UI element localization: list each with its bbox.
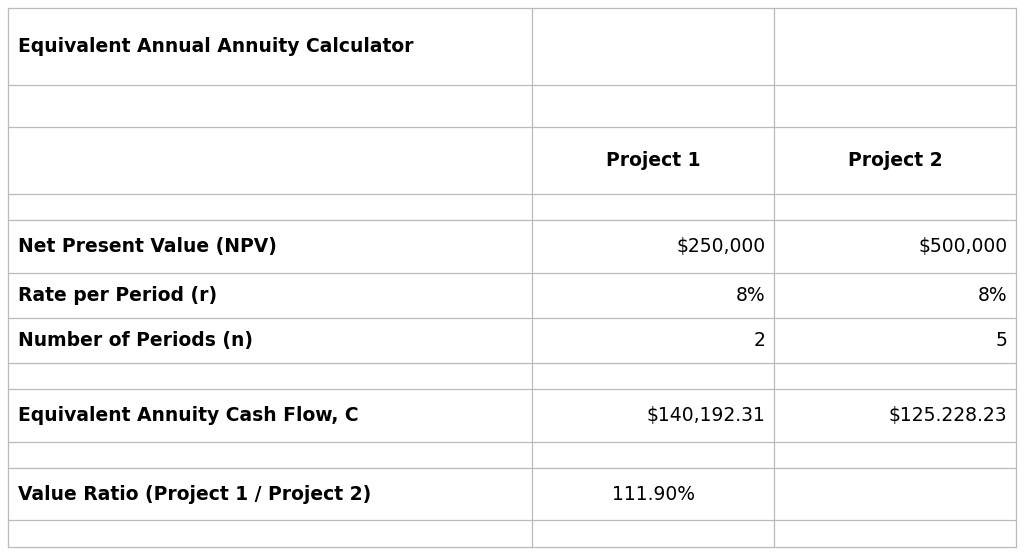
Text: Number of Periods (n): Number of Periods (n) [18,331,253,350]
Text: 5: 5 [995,331,1008,350]
Text: $125.228.23: $125.228.23 [889,406,1008,425]
Text: Rate per Period (r): Rate per Period (r) [18,286,217,305]
Text: 2: 2 [754,331,766,350]
Text: Net Present Value (NPV): Net Present Value (NPV) [18,237,278,256]
Text: 111.90%: 111.90% [611,485,694,504]
Text: $140,192.31: $140,192.31 [647,406,766,425]
Text: $250,000: $250,000 [677,237,766,256]
Text: Equivalent Annual Annuity Calculator: Equivalent Annual Annuity Calculator [18,37,414,56]
Text: Project 2: Project 2 [848,152,942,170]
Text: 8%: 8% [736,286,766,305]
Text: $500,000: $500,000 [919,237,1008,256]
Text: Equivalent Annuity Cash Flow, C: Equivalent Annuity Cash Flow, C [18,406,359,425]
Text: Value Ratio (Project 1 / Project 2): Value Ratio (Project 1 / Project 2) [18,485,372,504]
Text: Project 1: Project 1 [606,152,700,170]
Text: 8%: 8% [978,286,1008,305]
